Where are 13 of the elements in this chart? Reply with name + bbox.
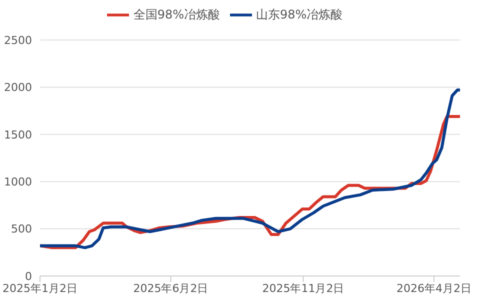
x-tick-label: 2026年4月2日	[396, 282, 472, 295]
legend-label: 山东98%冶炼酸	[256, 7, 343, 22]
y-tick-label: 1000	[4, 176, 32, 189]
legend-label: 全国98%冶炼酸	[133, 7, 220, 22]
y-tick-label: 1500	[4, 128, 32, 142]
y-tick-label: 2500	[4, 34, 32, 47]
x-tick-label: 2025年1月2日	[2, 282, 78, 295]
y-tick-label: 2000	[4, 81, 32, 94]
x-tick-label: 2025年11月2日	[262, 282, 344, 295]
line-series	[40, 88, 460, 250]
y-tick-label: 0	[25, 270, 32, 283]
x-tick-label: 2025年6月2日	[133, 282, 208, 295]
y-tick-label: 500	[11, 222, 32, 236]
